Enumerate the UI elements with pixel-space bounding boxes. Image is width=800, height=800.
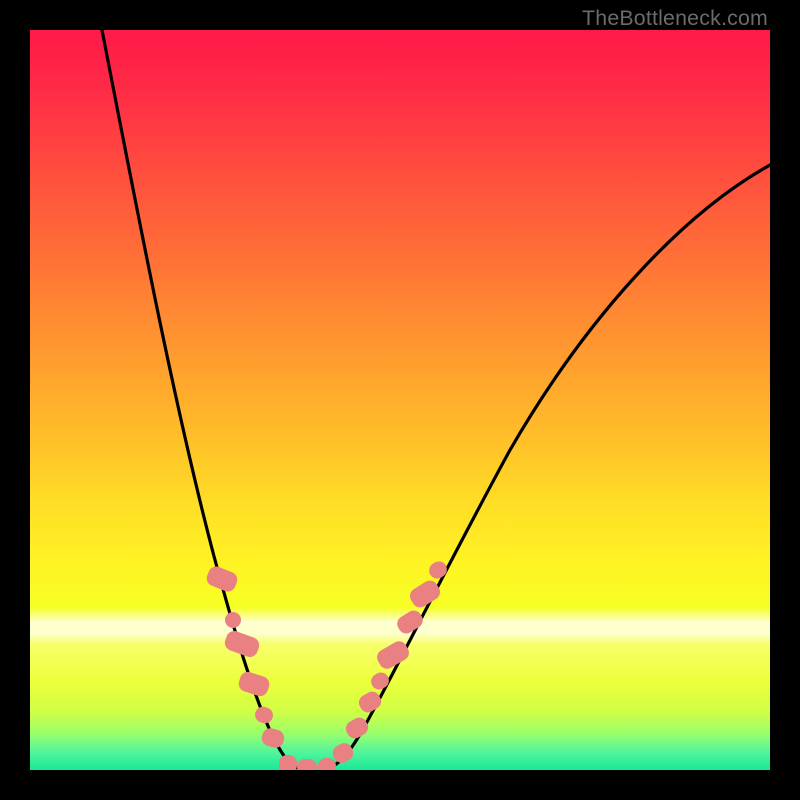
plot-area <box>30 30 770 770</box>
curve-left <box>102 30 298 768</box>
curve-right <box>328 165 770 768</box>
curve-marker <box>374 638 412 671</box>
curve-marker <box>394 607 426 636</box>
curve-marker <box>356 689 384 716</box>
curve-marker <box>343 715 371 742</box>
chart-outer-frame: TheBottleneck.com <box>0 0 800 800</box>
curve-marker <box>204 564 239 594</box>
watermark-text: TheBottleneck.com <box>582 6 768 31</box>
curve-marker <box>407 578 443 611</box>
curve-marker <box>225 612 241 628</box>
curve-marker <box>237 670 272 698</box>
curves-layer <box>30 30 770 770</box>
curve-marker <box>368 670 392 693</box>
curve-marker <box>253 705 275 726</box>
curve-marker <box>426 558 450 581</box>
curve-marker <box>279 755 297 770</box>
curve-marker <box>260 726 286 749</box>
marker-group <box>204 558 450 770</box>
curve-marker <box>297 759 317 770</box>
curve-marker <box>318 758 336 770</box>
